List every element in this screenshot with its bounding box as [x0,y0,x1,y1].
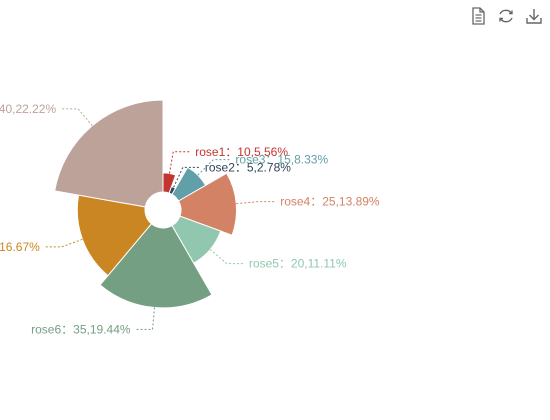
leader-line-rose6 [134,307,155,330]
label-rose4: rose4：25,13.89% [280,195,380,209]
label-rose5: rose5：20,11.11% [249,257,347,271]
label-rose7: rose7：30,16.67% [0,240,40,254]
label-rose6: rose6：35,19.44% [31,322,131,336]
slice-rose8[interactable] [54,99,164,208]
data-view-icon[interactable] [468,6,488,26]
leader-line-rose7 [43,238,83,248]
save-image-icon[interactable] [524,6,544,26]
label-rose8: rose8：40,22.22% [0,102,56,116]
label-rose2: rose2：5,2.78% [205,160,291,174]
slice-rose4[interactable] [177,172,238,236]
slice-rose6[interactable] [99,223,213,309]
leader-line-rose1 [168,151,192,174]
label-rose3: rose3：15,8.33% [235,153,328,167]
leader-line-rose3 [197,159,232,176]
leader-line-rose4 [236,201,277,205]
slice-rose7[interactable] [76,194,153,277]
leader-line-rose5 [209,249,245,265]
label-rose1: rose1：10,5.56% [195,145,288,159]
leader-line-rose2 [173,166,201,188]
leader-line-rose8 [60,108,93,127]
toolbox [468,6,544,26]
restore-icon[interactable] [496,6,516,26]
